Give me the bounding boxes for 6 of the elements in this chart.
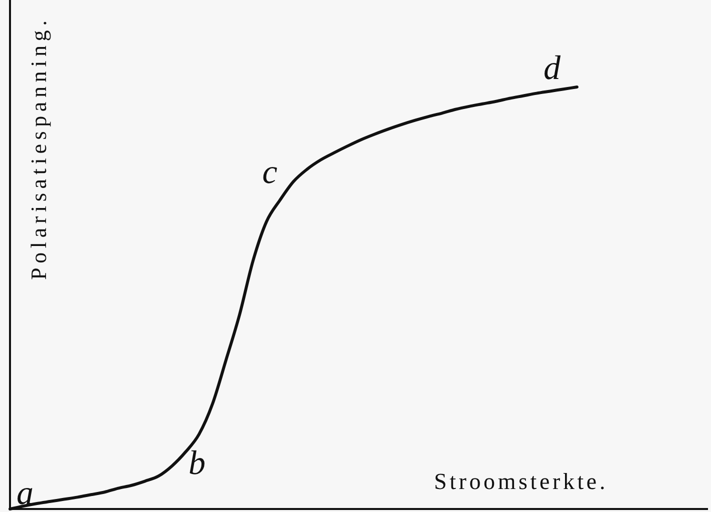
y-axis-title: Polarisatiespanning. [26,16,51,280]
x-axis-title: Stroomsterkte. [434,469,608,494]
annotation: c [262,154,278,191]
annotation: b [188,444,206,482]
annotation: d [544,50,562,86]
annotation: a [16,474,34,512]
